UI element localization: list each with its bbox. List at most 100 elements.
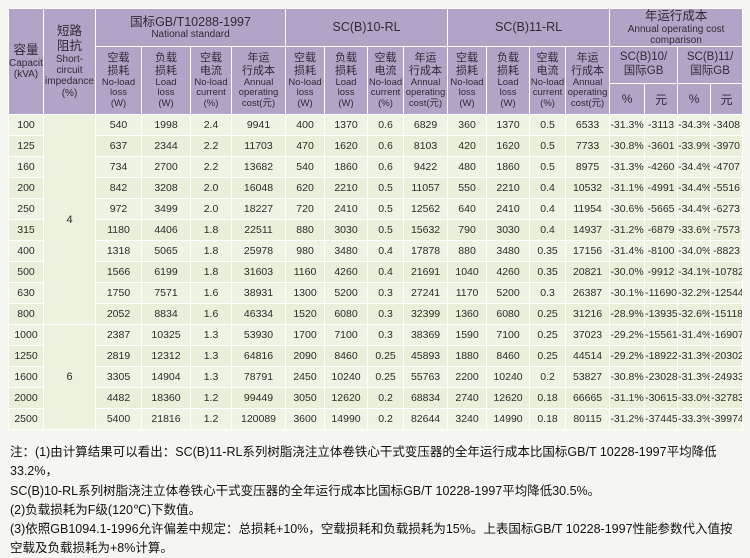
cell-gb-3: 99449: [230, 387, 287, 410]
cell-sc11-1: 5200: [486, 282, 531, 305]
cell-gb-0: 1750: [95, 282, 142, 305]
cell-capacity: 400: [8, 240, 44, 263]
cell-sc10-0: 400: [285, 114, 326, 137]
header-sc10-annual-cost: 年运 行成本 Annual operating cost(元): [403, 46, 449, 116]
cell-comparison-0: -30.8%: [609, 366, 646, 389]
cell-sc11-1: 1370: [486, 114, 531, 137]
cell-sc11-3: 66665: [565, 387, 611, 410]
cell-sc10-2: 0.4: [367, 261, 405, 284]
cell-gb-2: 1.2: [190, 387, 232, 410]
cell-sc10-0: 620: [285, 177, 326, 200]
cell-sc11-1: 10240: [486, 366, 531, 389]
cell-capacity: 160: [8, 156, 44, 179]
cell-sc10-2: 0.5: [367, 219, 405, 242]
cell-gb-1: 12312: [141, 345, 191, 368]
cell-gb-3: 53930: [230, 324, 287, 347]
cell-impedance: 6: [43, 324, 96, 431]
cell-comparison-1: -9912: [644, 261, 679, 284]
cell-sc11-2: 0.3: [529, 282, 567, 305]
cell-sc10-1: 2210: [324, 177, 369, 200]
cell-capacity: 200: [8, 177, 44, 200]
cell-sc11-0: 790: [447, 219, 488, 242]
cell-capacity: 100: [8, 114, 44, 137]
cell-gb-0: 1566: [95, 261, 142, 284]
cell-gb-0: 4482: [95, 387, 142, 410]
cell-gb-2: 1.6: [190, 303, 232, 326]
cell-sc10-3: 15632: [403, 219, 449, 242]
cell-comparison-0: -31.1%: [609, 387, 646, 410]
header-unit-row: % 元 % 元: [9, 83, 744, 116]
cell-sc10-1: 12620: [324, 387, 369, 410]
cell-gb-2: 2.0: [190, 198, 232, 221]
cell-gb-2: 2.4: [190, 114, 232, 137]
cell-gb-3: 31603: [230, 261, 287, 284]
cell-sc11-3: 14937: [565, 219, 611, 242]
cell-gb-1: 4406: [141, 219, 191, 242]
cell-gb-3: 25978: [230, 240, 287, 263]
cell-gb-1: 6199: [141, 261, 191, 284]
cell-sc10-0: 2450: [285, 366, 326, 389]
header-group-comparison-zh: 年运行成本: [644, 9, 708, 23]
cell-sc11-0: 480: [447, 156, 488, 179]
header-sc11-noload-loss: 空载 损耗 No-load loss (W): [447, 46, 488, 116]
cell-comparison-2: -31.3%: [677, 366, 712, 389]
cell-comparison-1: -8100: [644, 240, 679, 263]
cell-sc11-2: 0.4: [529, 177, 567, 200]
cell-comparison-1: -30615: [644, 387, 679, 410]
cell-sc11-2: 0.4: [529, 219, 567, 242]
header-group-gb-en: National standard: [151, 29, 230, 41]
cell-sc10-2: 0.5: [367, 177, 405, 200]
cell-comparison-1: -15561: [644, 324, 679, 347]
table-row: 2500 5400 21816 1.2 120089 3600 14990 0.2 82644 3…: [8, 408, 744, 431]
cell-gb-1: 7571: [141, 282, 191, 305]
cell-sc11-2: 0.5: [529, 114, 567, 137]
footnote-line-2: SC(B)10-RL系列树脂浇注立体卷铁心干式变压器的全年运行成本比国标GB/T…: [10, 483, 601, 498]
cell-sc11-2: 0.4: [529, 198, 567, 221]
cell-sc10-2: 0.2: [367, 408, 405, 431]
table-row: 125 637 2344 2.2 11703 470 1620 0.6 8103 420 1620 0…: [8, 135, 744, 158]
cell-sc11-3: 20821: [565, 261, 611, 284]
cell-sc11-3: 7733: [565, 135, 611, 158]
table-row: 630 1750 7571 1.6 38931 1300 5200 0.3 27241 1170 5…: [8, 282, 744, 305]
cell-comparison-3: -39974: [710, 408, 744, 431]
cell-sc11-3: 26387: [565, 282, 611, 305]
cell-comparison-1: -3113: [644, 114, 679, 137]
cell-sc11-0: 2740: [447, 387, 488, 410]
cell-sc10-3: 27241: [403, 282, 449, 305]
cell-gb-2: 1.6: [190, 282, 232, 305]
cell-comparison-3: -24933: [710, 366, 744, 389]
table-row: 2000 4482 18360 1.2 99449 3050 12620 0.2 68834 27…: [8, 387, 744, 410]
cell-sc10-1: 4260: [324, 261, 369, 284]
cell-gb-0: 2052: [95, 303, 142, 326]
cell-gb-2: 1.8: [190, 219, 232, 242]
cell-gb-0: 5400: [95, 408, 142, 431]
cell-comparison-1: -23028: [644, 366, 679, 389]
cell-sc11-0: 1040: [447, 261, 488, 284]
cell-sc10-2: 0.3: [367, 282, 405, 305]
cell-comparison-0: -30.0%: [609, 261, 646, 284]
cell-gb-1: 2344: [141, 135, 191, 158]
cell-gb-0: 1180: [95, 219, 142, 242]
cell-sc11-1: 6080: [486, 303, 531, 326]
cell-gb-3: 64816: [230, 345, 287, 368]
cell-comparison-3: -15118: [710, 303, 744, 326]
cell-sc11-0: 880: [447, 240, 488, 263]
header-group-scb11: SC(B)11-RL: [447, 7, 611, 48]
cell-capacity: 1600: [8, 366, 44, 389]
cell-comparison-2: -31.4%: [677, 324, 712, 347]
cell-sc10-3: 17878: [403, 240, 449, 263]
header-sc11-annual-cost: 年运 行成本 Annual operating cost(元): [565, 46, 611, 116]
cell-comparison-1: -3601: [644, 135, 679, 158]
cell-sc11-3: 53827: [565, 366, 611, 389]
cell-sc10-0: 980: [285, 240, 326, 263]
cell-gb-1: 3208: [141, 177, 191, 200]
header-unit-yuan-sc10: 元: [644, 83, 679, 116]
header-group-gb-standard: 国标GB/T10288-1997 National standard: [94, 7, 287, 48]
cell-comparison-1: -18922: [644, 345, 679, 368]
cell-gb-0: 540: [95, 114, 142, 137]
cell-gb-2: 1.3: [190, 324, 232, 347]
cell-capacity: 2000: [8, 387, 44, 410]
cell-comparison-3: -6273: [710, 198, 744, 221]
header-group-scb10-label: SC(B)10-RL: [332, 20, 401, 35]
